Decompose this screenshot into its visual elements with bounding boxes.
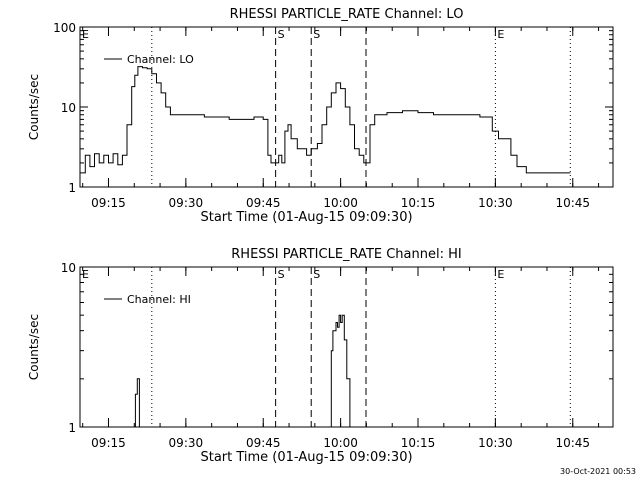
x-tick-label: 10:15 bbox=[401, 196, 436, 210]
event-marker-label: S bbox=[278, 28, 285, 41]
y-tick-label: 10 bbox=[61, 261, 76, 275]
series-line bbox=[133, 314, 351, 428]
x-axis-label: Start Time (01-Aug-15 09:09:30) bbox=[200, 210, 412, 225]
y-tick-label: 100 bbox=[53, 21, 76, 35]
x-tick-label: 09:15 bbox=[91, 196, 126, 210]
event-marker-label: E bbox=[82, 268, 89, 281]
y-tick-label: 1 bbox=[68, 421, 76, 435]
x-tick-label: 10:45 bbox=[555, 196, 590, 210]
panel-hi: RHESSI PARTICLE_RATE Channel: HI Counts/s… bbox=[27, 247, 614, 465]
plot-frame bbox=[79, 266, 614, 428]
event-marker-label: S bbox=[313, 28, 320, 41]
y-axis-label: Counts/sec bbox=[27, 74, 41, 140]
x-tick-label: 10:45 bbox=[555, 436, 590, 450]
chart-title: RHESSI PARTICLE_RATE Channel: LO bbox=[230, 7, 464, 22]
x-tick-label: 09:30 bbox=[169, 196, 204, 210]
y-tick-label: 10 bbox=[61, 101, 76, 115]
x-tick-label: 10:00 bbox=[323, 196, 358, 210]
x-tick-label: 10:30 bbox=[478, 196, 513, 210]
event-marker-label: S bbox=[313, 268, 320, 281]
legend-label: Channel: LO bbox=[127, 53, 194, 66]
x-tick-label: 10:15 bbox=[401, 436, 436, 450]
legend-label: Channel: HI bbox=[127, 293, 191, 306]
chart-title: RHESSI PARTICLE_RATE Channel: HI bbox=[231, 247, 461, 262]
y-tick-label: 1 bbox=[68, 181, 76, 195]
event-marker-label: E bbox=[497, 28, 504, 41]
footer-timestamp: 30-Oct-2021 00:53 bbox=[560, 467, 636, 476]
series-line bbox=[80, 66, 571, 174]
event-marker-label: E bbox=[82, 28, 89, 41]
x-tick-label: 10:00 bbox=[323, 436, 358, 450]
x-tick-label: 09:15 bbox=[91, 436, 126, 450]
x-axis-label: Start Time (01-Aug-15 09:09:30) bbox=[200, 450, 412, 465]
y-axis-label: Counts/sec bbox=[27, 314, 41, 380]
x-tick-label: 09:45 bbox=[246, 196, 281, 210]
x-tick-label: 10:30 bbox=[478, 436, 513, 450]
x-tick-label: 09:45 bbox=[246, 436, 281, 450]
event-marker-label: E bbox=[497, 268, 504, 281]
event-marker-label: S bbox=[278, 268, 285, 281]
x-tick-label: 09:30 bbox=[169, 436, 204, 450]
panel-lo: RHESSI PARTICLE_RATE Channel: LO Counts/s… bbox=[27, 7, 614, 225]
